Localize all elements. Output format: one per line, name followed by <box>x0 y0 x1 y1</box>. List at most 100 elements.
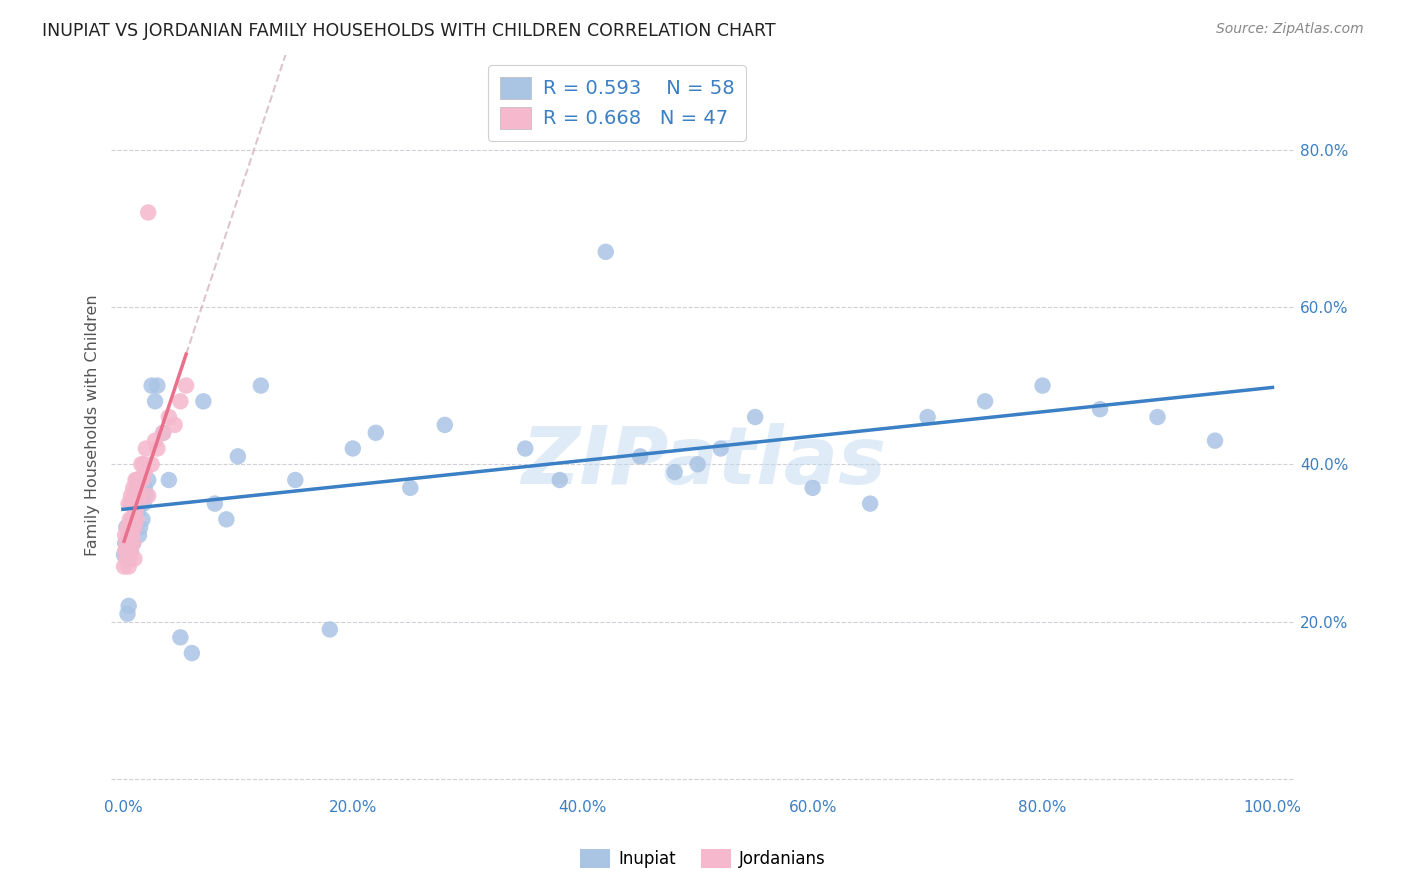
Point <box>124 520 146 534</box>
Point <box>686 457 709 471</box>
Point <box>124 473 146 487</box>
Point <box>129 457 152 471</box>
Point <box>134 481 156 495</box>
Point <box>146 442 169 456</box>
Point <box>135 489 157 503</box>
Point <box>226 450 249 464</box>
Point <box>136 205 159 219</box>
Point <box>118 512 141 526</box>
Point <box>118 536 141 550</box>
Point <box>141 378 163 392</box>
Point <box>515 442 537 456</box>
Point <box>143 394 166 409</box>
Point <box>120 489 142 503</box>
Point <box>250 378 273 392</box>
Point <box>115 536 138 550</box>
Point <box>125 512 148 526</box>
Point <box>146 378 169 392</box>
Point <box>136 473 159 487</box>
Point <box>118 599 141 613</box>
Point <box>132 457 155 471</box>
Point <box>710 442 733 456</box>
Point <box>128 528 150 542</box>
Text: Source: ZipAtlas.com: Source: ZipAtlas.com <box>1216 22 1364 37</box>
Point <box>125 481 148 495</box>
Point <box>112 559 135 574</box>
Point <box>124 489 146 503</box>
Point <box>548 473 571 487</box>
Point <box>143 434 166 448</box>
Point <box>664 465 686 479</box>
Point <box>131 473 153 487</box>
Point <box>135 442 157 456</box>
Point <box>180 646 202 660</box>
Point <box>124 489 146 503</box>
Legend: Inupiat, Jordanians: Inupiat, Jordanians <box>574 842 832 875</box>
Point <box>118 551 141 566</box>
Point <box>204 497 226 511</box>
Point <box>134 465 156 479</box>
Point <box>125 473 148 487</box>
Point <box>319 623 342 637</box>
Point <box>114 536 136 550</box>
Point <box>120 543 142 558</box>
Point <box>131 512 153 526</box>
Point <box>974 394 997 409</box>
Point <box>152 425 174 440</box>
Legend: R = 0.593    N = 58, R = 0.668   N = 47: R = 0.593 N = 58, R = 0.668 N = 47 <box>488 65 747 141</box>
Point <box>174 378 197 392</box>
Point <box>127 473 149 487</box>
Point <box>859 497 882 511</box>
Point <box>157 410 180 425</box>
Point <box>122 512 145 526</box>
Point <box>152 425 174 440</box>
Point <box>118 528 141 542</box>
Point <box>157 473 180 487</box>
Point <box>128 489 150 503</box>
Point <box>117 520 139 534</box>
Point <box>215 512 238 526</box>
Point <box>117 607 139 621</box>
Point <box>124 551 146 566</box>
Point <box>136 489 159 503</box>
Point <box>132 497 155 511</box>
Point <box>1088 402 1111 417</box>
Point <box>917 410 939 425</box>
Point <box>342 442 364 456</box>
Point <box>118 528 141 542</box>
Point <box>193 394 215 409</box>
Point <box>124 504 146 518</box>
Point <box>595 244 617 259</box>
Point <box>129 489 152 503</box>
Point <box>115 551 138 566</box>
Point <box>117 543 139 558</box>
Point <box>129 473 152 487</box>
Point <box>122 536 145 550</box>
Point <box>115 520 138 534</box>
Point <box>120 497 142 511</box>
Point <box>744 410 766 425</box>
Point <box>127 504 149 518</box>
Point <box>118 551 141 566</box>
Point <box>801 481 824 495</box>
Point <box>112 548 135 562</box>
Point <box>122 536 145 550</box>
Point <box>169 631 191 645</box>
Point <box>121 528 143 542</box>
Point <box>124 497 146 511</box>
Point <box>118 559 141 574</box>
Point <box>121 512 143 526</box>
Point <box>163 417 186 432</box>
Point <box>141 457 163 471</box>
Point <box>127 497 149 511</box>
Point <box>114 543 136 558</box>
Point <box>121 497 143 511</box>
Point <box>129 520 152 534</box>
Text: ZIPatlas: ZIPatlas <box>522 423 886 501</box>
Point <box>1032 378 1054 392</box>
Point <box>1204 434 1226 448</box>
Point <box>433 417 456 432</box>
Text: INUPIAT VS JORDANIAN FAMILY HOUSEHOLDS WITH CHILDREN CORRELATION CHART: INUPIAT VS JORDANIAN FAMILY HOUSEHOLDS W… <box>42 22 776 40</box>
Point <box>399 481 422 495</box>
Point <box>628 450 651 464</box>
